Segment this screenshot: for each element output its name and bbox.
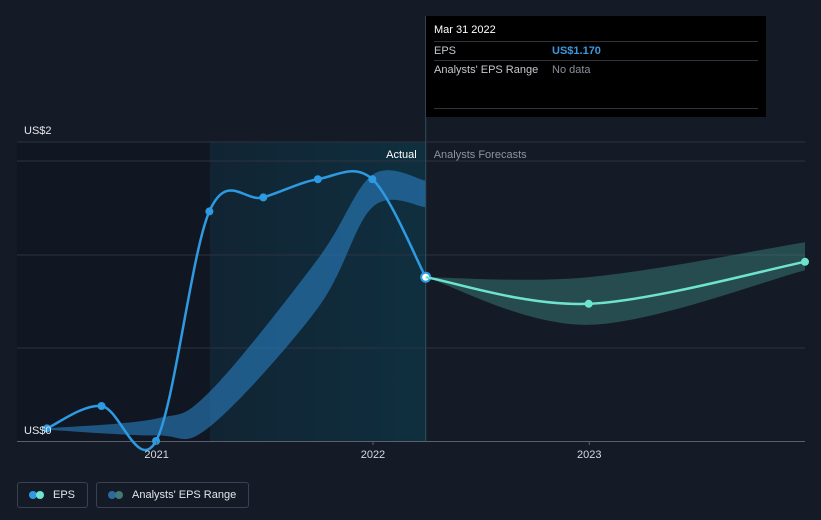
eps-point-0 — [43, 424, 51, 433]
x-tick-label-2021: 2021 — [144, 449, 168, 461]
tooltip-row-range: Analysts' EPS Range No data — [434, 60, 758, 79]
eps-point-6 — [368, 175, 377, 184]
eps-point-5 — [313, 175, 322, 184]
legend: EPS Analysts' EPS Range — [17, 482, 257, 508]
legend-range-dot-forecast — [115, 491, 124, 499]
tooltip-eps-label: EPS — [434, 45, 457, 57]
eps-point-1 — [97, 402, 106, 410]
forecast-label: Analysts Forecasts — [434, 149, 527, 161]
legend-range-label: Analysts' EPS Range — [132, 489, 237, 501]
tooltip: Mar 31 2022 EPS US$1.170 Analysts' EPS R… — [426, 16, 766, 117]
x-tick-label-2022: 2022 — [361, 449, 385, 461]
legend-eps-swatch-icon — [29, 491, 45, 499]
eps-range-band-forecast — [425, 242, 805, 325]
tooltip-range-label: Analysts' EPS Range — [434, 64, 539, 76]
legend-range-dot-actual — [108, 491, 117, 499]
legend-eps-label: EPS — [53, 489, 76, 501]
legend-eps-dot-actual — [29, 491, 37, 499]
tooltip-divider — [434, 108, 758, 109]
legend-range-button[interactable]: Analysts' EPS Range — [96, 482, 250, 508]
tooltip-eps-value: US$1.170 — [552, 45, 601, 57]
legend-eps-dot-forecast — [36, 491, 44, 499]
eps-range-band-actual — [47, 170, 426, 440]
eps-point-2 — [152, 437, 161, 445]
x-tick-label-2023: 2023 — [577, 449, 601, 461]
legend-range-swatch-icon — [108, 491, 124, 499]
eps-point-3 — [205, 207, 214, 216]
eps-forecast-point-1 — [584, 299, 593, 308]
eps-line — [46, 170, 427, 452]
tooltip-range-value: No data — [552, 64, 591, 76]
actual-label: Actual — [386, 149, 417, 161]
tooltip-row-eps: EPS US$1.170 — [434, 41, 758, 60]
y-label-bottom: US$0 — [24, 425, 52, 437]
eps-forecast-point-2 — [801, 257, 809, 266]
tooltip-date: Mar 31 2022 — [434, 24, 496, 36]
y-label-top: US$2 — [24, 125, 52, 137]
legend-eps-button[interactable]: EPS — [17, 482, 89, 508]
eps-point-4 — [259, 193, 268, 202]
pre-period-shade — [17, 142, 210, 441]
